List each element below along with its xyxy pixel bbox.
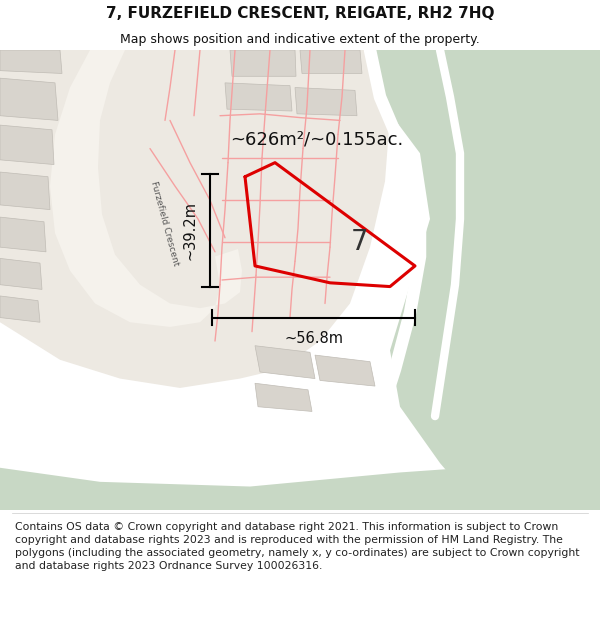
- Text: 7, FURZEFIELD CRESCENT, REIGATE, RH2 7HQ: 7, FURZEFIELD CRESCENT, REIGATE, RH2 7HQ: [106, 6, 494, 21]
- Polygon shape: [0, 50, 390, 388]
- Text: ~39.2m: ~39.2m: [183, 201, 198, 260]
- Text: ~56.8m: ~56.8m: [284, 331, 343, 346]
- Polygon shape: [0, 296, 40, 322]
- Polygon shape: [300, 50, 362, 74]
- Polygon shape: [0, 217, 46, 252]
- Text: Contains OS data © Crown copyright and database right 2021. This information is : Contains OS data © Crown copyright and d…: [15, 521, 580, 571]
- Text: ~626m²/~0.155ac.: ~626m²/~0.155ac.: [230, 130, 403, 148]
- Polygon shape: [0, 78, 58, 121]
- Polygon shape: [0, 50, 62, 74]
- Polygon shape: [255, 346, 315, 379]
- Polygon shape: [0, 125, 54, 164]
- Polygon shape: [0, 258, 42, 289]
- Polygon shape: [355, 50, 600, 510]
- Text: Map shows position and indicative extent of the property.: Map shows position and indicative extent…: [120, 32, 480, 46]
- Polygon shape: [230, 50, 296, 76]
- Polygon shape: [295, 88, 357, 116]
- Polygon shape: [50, 50, 242, 327]
- Polygon shape: [0, 458, 600, 510]
- Polygon shape: [255, 383, 312, 411]
- Polygon shape: [0, 172, 50, 209]
- Polygon shape: [315, 355, 375, 386]
- Text: 7: 7: [351, 229, 369, 256]
- Text: Furzefield Crescent: Furzefield Crescent: [149, 181, 181, 267]
- Polygon shape: [225, 83, 292, 111]
